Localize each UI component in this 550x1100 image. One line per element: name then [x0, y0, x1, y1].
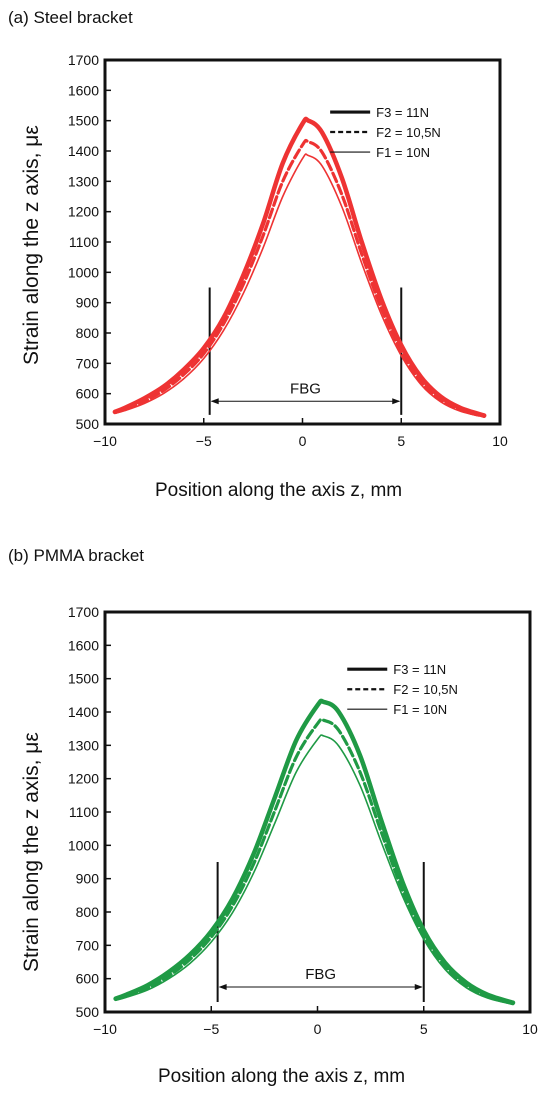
fbg-label: FBG: [290, 380, 321, 397]
x-axis-label: Position along the axis z, mm: [155, 480, 403, 501]
panel-title: (b) PMMA bracket: [8, 546, 145, 565]
legend-label: F1 = 10N: [393, 702, 447, 717]
y-tick-label: 800: [76, 904, 100, 920]
y-tick-label: 900: [76, 295, 100, 311]
legend-label: F2 = 10,5N: [376, 125, 441, 140]
y-tick-label: 1000: [68, 264, 99, 280]
y-tick-label: 1100: [69, 804, 99, 820]
legend-label: F1 = 10N: [376, 145, 430, 160]
y-tick-label: 1500: [68, 671, 99, 687]
chart-panel-steel: (a) Steel bracket Strain along the z axi…: [0, 0, 550, 520]
y-tick-label: 1200: [68, 204, 99, 220]
chart-svg: 500 600 700 800 900 1000 1100 1200 1300 1400 1500 1…: [68, 604, 538, 1037]
y-tick-label: 1400: [68, 143, 99, 159]
y-tick-label: 800: [76, 325, 100, 341]
series-line: [114, 153, 485, 418]
y-tick-label: 1600: [68, 82, 99, 98]
x-tick-label: 5: [420, 1021, 428, 1037]
x-tick-label: 10: [522, 1021, 538, 1037]
x-tick-label: −10: [93, 433, 117, 449]
series-line: [112, 116, 487, 418]
arrowhead-left-icon: [210, 398, 219, 405]
x-tick-label: 10: [492, 433, 508, 449]
series-line: [114, 717, 515, 1006]
arrowhead-left-icon: [218, 984, 227, 990]
y-tick-label: 1600: [68, 637, 99, 653]
arrowhead-right-icon: [392, 398, 401, 405]
plot-frame: [103, 610, 532, 1014]
series-line: [113, 138, 486, 419]
y-tick-label: 700: [76, 355, 100, 371]
panel-title: (a) Steel bracket: [8, 8, 133, 27]
y-tick-label: 500: [76, 1004, 100, 1020]
y-tick-label: 1300: [68, 737, 99, 753]
y-tick-label: 900: [76, 871, 100, 887]
y-tick-label: 600: [76, 971, 100, 987]
y-tick-label: 1700: [68, 52, 99, 68]
x-tick-label: −5: [196, 433, 212, 449]
y-tick-label: 1300: [68, 173, 99, 189]
chart-panel-pmma: (b) PMMA bracket Strain along the z axis…: [0, 540, 550, 1100]
y-tick-label: 600: [76, 386, 100, 402]
y-tick-label: 500: [76, 416, 100, 432]
legend-label: F3 = 11N: [393, 662, 446, 677]
legend-label: F3 = 11N: [376, 105, 429, 120]
x-tick-label: 0: [314, 1021, 322, 1037]
y-tick-label: 1400: [68, 704, 99, 720]
y-tick-label: 1000: [68, 837, 99, 853]
fbg-label: FBG: [305, 966, 336, 983]
y-tick-label: 700: [76, 937, 100, 953]
y-tick-label: 1500: [68, 113, 99, 129]
series-line: [114, 734, 514, 1006]
arrowhead-right-icon: [414, 984, 423, 990]
x-tick-label: 0: [299, 433, 307, 449]
chart-svg: 500 600 700 800 900 1000 1100 1200 1300 1400 1500 1…: [68, 52, 508, 449]
series-line: [113, 698, 516, 1005]
legend-label: F2 = 10,5N: [393, 682, 458, 697]
y-tick-label: 1200: [68, 771, 99, 787]
x-tick-label: 5: [397, 433, 405, 449]
x-tick-label: −5: [203, 1021, 219, 1037]
plot-frame: [103, 58, 502, 426]
y-tick-label: 1700: [68, 604, 99, 620]
x-axis-label: Position along the axis z, mm: [158, 1066, 406, 1087]
y-tick-label: 1100: [69, 234, 99, 250]
x-tick-label: −10: [93, 1021, 117, 1037]
